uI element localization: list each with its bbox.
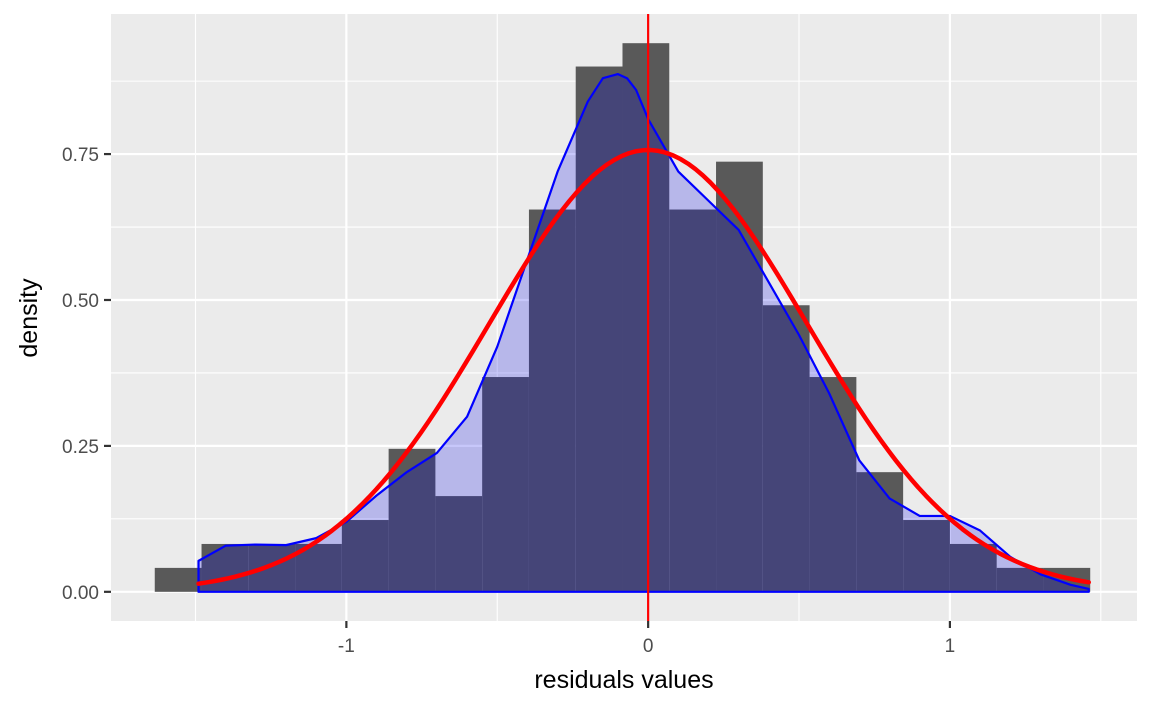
histogram-bar	[903, 520, 950, 592]
y-axis: 0.00 0.25 0.50 0.75	[62, 145, 111, 604]
y-axis-title: density	[15, 278, 43, 358]
normal-curve	[196, 147, 1091, 586]
x-tick-label: -1	[338, 636, 355, 657]
histogram-bar	[341, 520, 389, 592]
histogram-bar	[575, 66, 623, 592]
histogram-bar	[435, 496, 483, 592]
y-tick-label: 0.25	[62, 437, 99, 458]
histogram-bar	[154, 567, 202, 592]
histogram-bar	[482, 377, 529, 592]
x-tick-label: 0	[643, 636, 654, 657]
x-tick-label: 1	[945, 636, 956, 657]
histogram-bar	[248, 543, 296, 592]
histogram-bar	[528, 209, 576, 592]
x-axis: -1 0 1	[338, 621, 955, 657]
y-tick-label: 0.00	[62, 583, 99, 604]
histogram-bars	[154, 43, 1091, 592]
y-tick-label: 0.75	[62, 145, 99, 166]
kernel-density	[197, 73, 1090, 593]
histogram-bar	[996, 567, 1044, 592]
histogram-bar	[809, 377, 857, 592]
histogram-bar	[949, 543, 997, 592]
y-tick-label: 0.50	[62, 291, 99, 312]
histogram-bar	[669, 209, 717, 592]
histogram-bar	[622, 43, 670, 592]
histogram-bar	[762, 305, 810, 592]
histogram-bar	[388, 448, 436, 592]
histogram-bar	[856, 472, 904, 592]
density-curve	[197, 73, 1090, 593]
x-axis-title: residuals values	[534, 666, 713, 694]
normal-density-line	[196, 147, 1091, 586]
